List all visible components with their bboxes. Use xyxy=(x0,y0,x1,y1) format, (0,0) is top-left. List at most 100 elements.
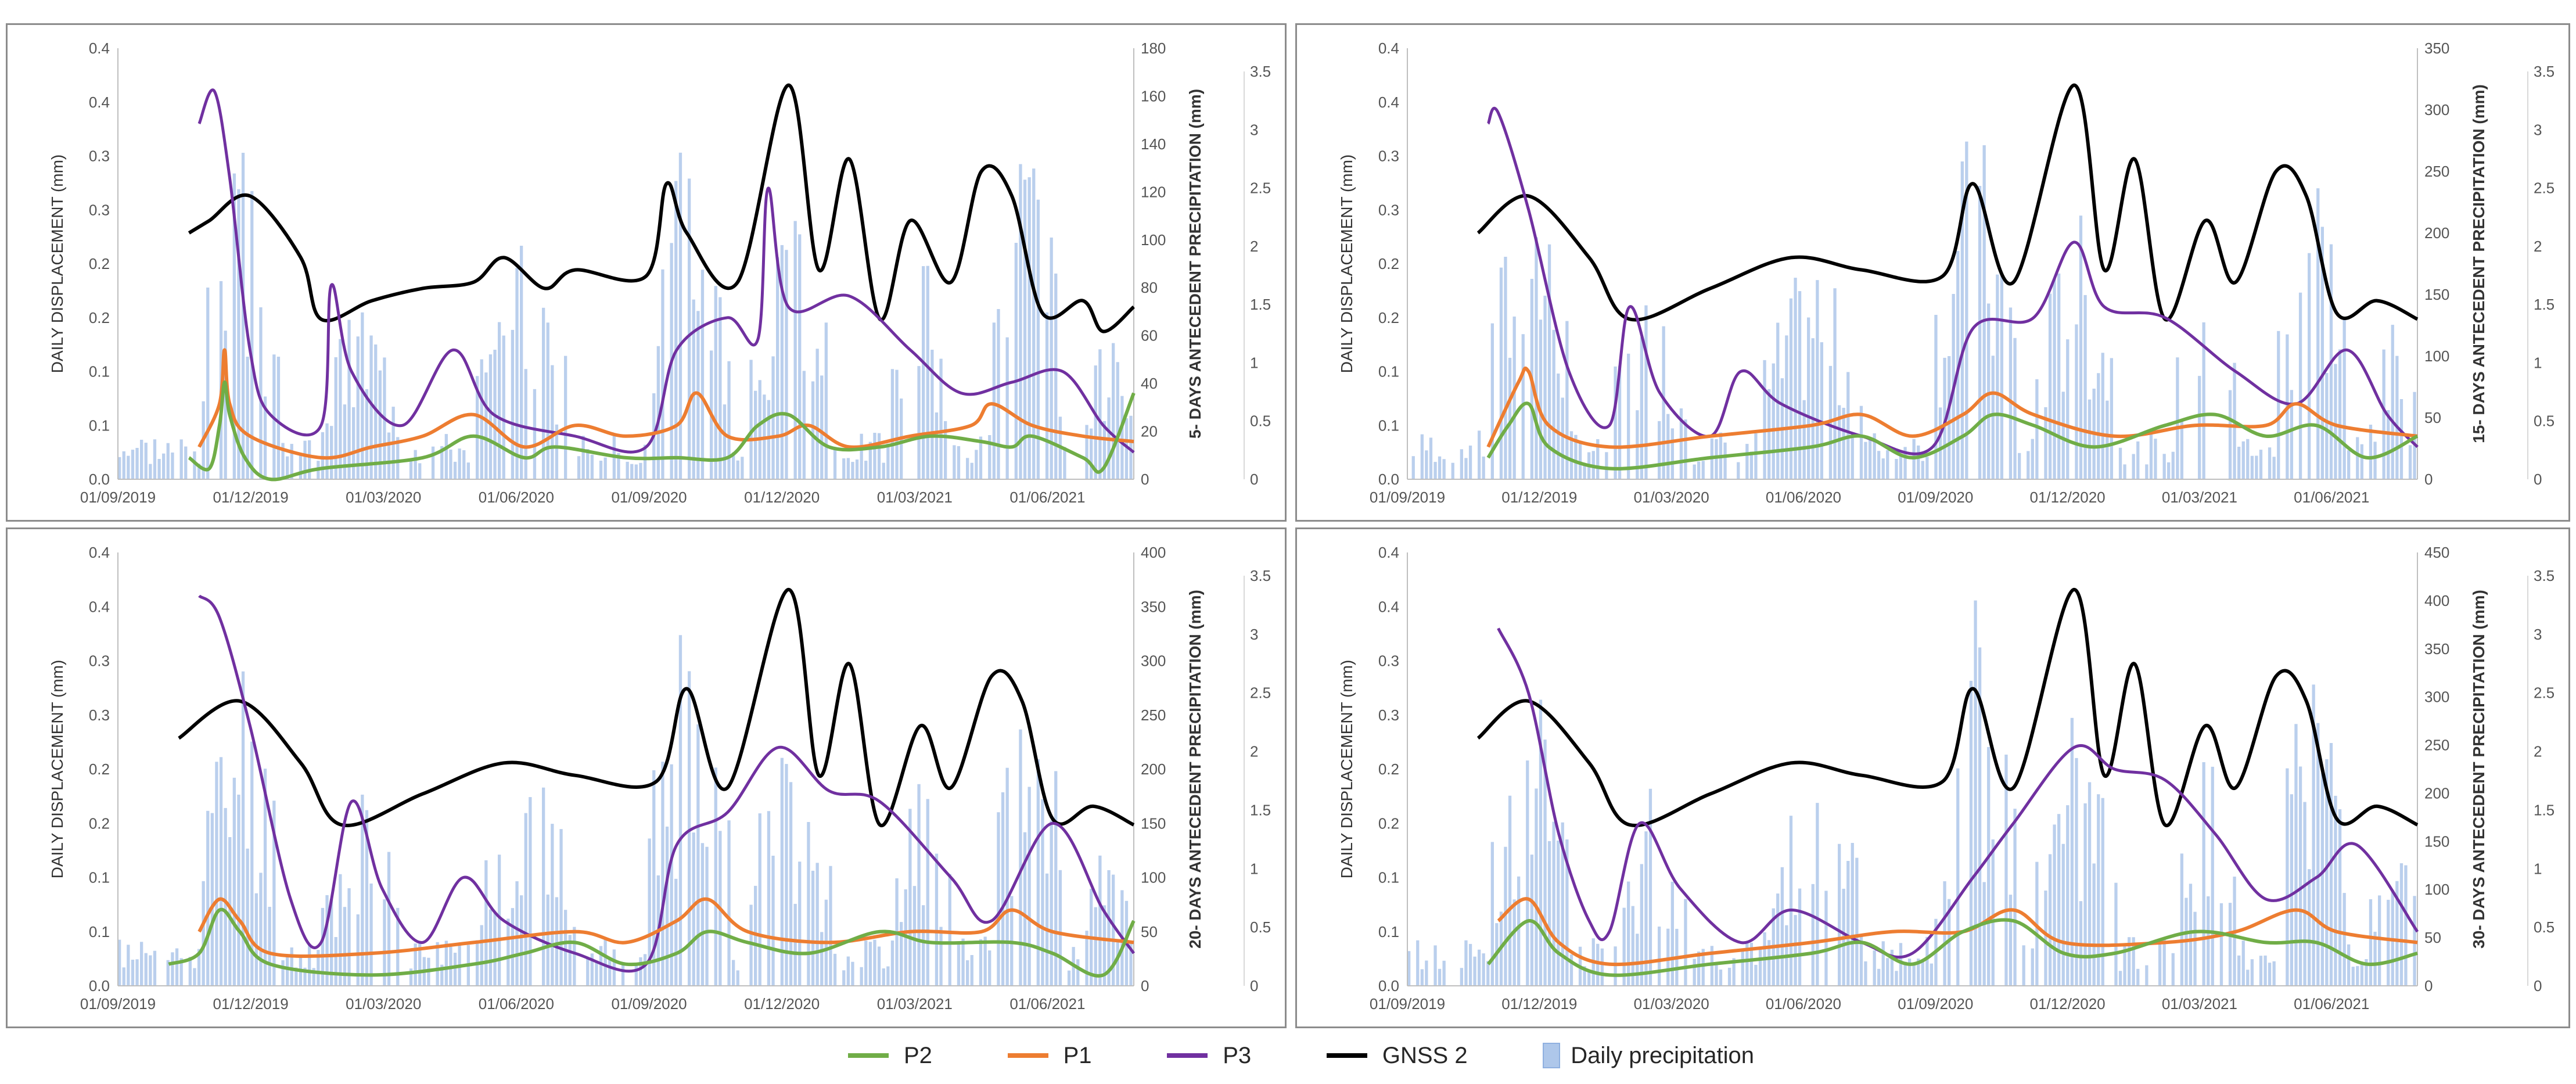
precip-bar xyxy=(1438,456,1442,479)
precip-bar xyxy=(1838,405,1841,479)
precip-bar xyxy=(171,952,174,986)
precip-bar xyxy=(692,299,695,479)
precip-bar xyxy=(339,339,342,479)
precip-bar xyxy=(860,967,863,986)
precip-bar xyxy=(215,762,218,986)
precip-bar xyxy=(2123,943,2126,986)
y-left-axis-title: DAILY DISPLACEMENT (mm) xyxy=(1338,155,1356,374)
y-precip-tick-label: 0 xyxy=(1141,471,1149,488)
y-left-tick-label: 0.1 xyxy=(89,417,110,434)
precip-bar xyxy=(1780,867,1784,986)
precip-bar xyxy=(551,365,554,479)
precip-bar xyxy=(586,449,590,479)
precip-bar xyxy=(1670,881,1674,986)
precip-bar xyxy=(855,460,859,479)
precip-bar xyxy=(639,462,642,479)
precip-bar xyxy=(1120,396,1124,479)
precip-bar xyxy=(1517,876,1521,986)
precip-bar xyxy=(688,178,691,479)
precip-bar xyxy=(1658,927,1661,986)
x-tick-label: 01/12/2020 xyxy=(2030,489,2106,506)
precip-bar xyxy=(1930,963,1933,986)
precip-bar xyxy=(939,927,943,986)
precip-bar xyxy=(992,322,996,479)
y-left-tick-label: 0.2 xyxy=(1378,814,1399,832)
precip-bar xyxy=(868,942,872,986)
precip-bar xyxy=(2149,430,2153,479)
precip-bar xyxy=(1482,953,1485,986)
precip-bar xyxy=(2259,450,2263,479)
precip-bar xyxy=(2272,457,2276,479)
precip-bar xyxy=(864,461,868,479)
precip-bar xyxy=(926,799,929,986)
precip-bar xyxy=(1614,946,1617,986)
precip-bar xyxy=(1036,199,1040,479)
precip-bar xyxy=(1811,338,1815,479)
precip-bar xyxy=(983,936,987,986)
precip-bar xyxy=(135,448,139,479)
precip-bar xyxy=(842,458,846,479)
y-gwl-tick-label: 2.5 xyxy=(1250,180,1271,197)
precip-bar xyxy=(254,893,258,986)
precip-bar xyxy=(2316,723,2320,986)
precip-bar xyxy=(1833,288,1837,479)
y-left-tick-label: 0.0 xyxy=(89,977,110,995)
precip-bar xyxy=(670,764,673,986)
precip-bar xyxy=(1917,445,1920,479)
precip-bar xyxy=(1094,365,1097,479)
y-precip-tick-label: 0 xyxy=(2424,977,2433,995)
precip-bar xyxy=(2338,809,2342,986)
precip-bar xyxy=(1701,461,1705,479)
y-gwl-tick-label: 1 xyxy=(1250,860,1258,877)
precip-bar xyxy=(1569,431,1573,479)
precip-bar xyxy=(1596,943,1600,986)
precip-bar xyxy=(1859,934,1863,986)
precip-bar xyxy=(2334,364,2337,479)
precip-bar xyxy=(2132,454,2135,479)
precip-bar xyxy=(997,309,1000,479)
precip-bar xyxy=(1543,740,1547,986)
precip-bar xyxy=(860,433,863,479)
precip-bar xyxy=(118,457,121,479)
legend-item-p1: P1 xyxy=(1007,1043,1092,1069)
precip-bar xyxy=(352,407,355,479)
precip-bar xyxy=(2286,768,2289,986)
precip-bar xyxy=(674,878,678,986)
x-tick-label: 01/12/2020 xyxy=(744,995,820,1013)
precip-bar xyxy=(1411,456,1415,479)
precip-bar xyxy=(1085,931,1088,986)
y-left-tick-label: 0.1 xyxy=(1378,363,1399,381)
precip-bar xyxy=(815,863,819,986)
precip-bar xyxy=(1697,951,1701,986)
precip-bar xyxy=(2136,441,2140,479)
precip-bar xyxy=(917,366,921,479)
precip-bar xyxy=(1478,949,1481,986)
precip-bar xyxy=(1749,451,1753,479)
precip-bar xyxy=(2013,338,2017,479)
precip-bar xyxy=(661,269,664,479)
precip-bar xyxy=(179,439,183,479)
series-line-p1 xyxy=(197,897,1134,958)
y-left-tick-label: 0.4 xyxy=(1378,598,1399,615)
precip-bar xyxy=(2044,891,2047,986)
precip-bar xyxy=(1102,421,1106,479)
y-precip-tick-label: 450 xyxy=(2424,544,2449,561)
precip-bar xyxy=(2110,358,2113,479)
precip-bar xyxy=(1907,959,1912,986)
precip-bar xyxy=(2083,295,2087,479)
precip-bar xyxy=(2193,911,2197,986)
y-precip-tick-label: 150 xyxy=(2424,286,2449,303)
precip-bar xyxy=(975,450,978,479)
precip-bar xyxy=(2000,274,2003,479)
precip-bar xyxy=(2298,292,2302,479)
precip-bar xyxy=(1732,958,1736,986)
precip-bar xyxy=(219,757,223,986)
precip-bar xyxy=(2106,400,2109,479)
precip-bar xyxy=(656,346,660,479)
precip-bar xyxy=(2176,357,2179,479)
precip-bar xyxy=(957,446,961,479)
precip-bar xyxy=(873,939,876,986)
precip-bar xyxy=(144,953,148,986)
precip-bar xyxy=(1895,971,1898,986)
precip-bar xyxy=(2048,293,2052,479)
